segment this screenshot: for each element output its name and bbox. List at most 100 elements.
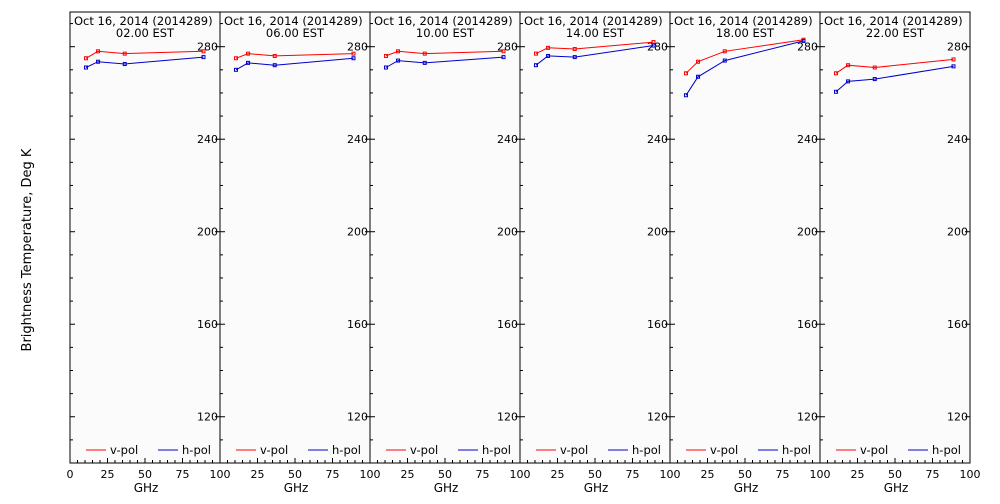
y-tick-label: 240 bbox=[497, 133, 518, 146]
data-point-h-pol bbox=[683, 93, 688, 98]
panel-subtitle: 18.00 EST bbox=[716, 26, 775, 40]
y-tick-label: 120 bbox=[347, 411, 368, 424]
data-point-h-pol bbox=[533, 63, 538, 68]
legend-label-v-pol: v-pol bbox=[110, 443, 138, 457]
x-tick-label: 50 bbox=[588, 468, 602, 481]
legend-label-h-pol: h-pol bbox=[482, 443, 511, 457]
chart-panel-2: Oct 16, 2014 (2014289)06.00 EST 120 160 200… bbox=[219, 11, 381, 495]
chart-panel-4: Oct 16, 2014 (2014289)14.00 EST 120 160 200… bbox=[519, 11, 681, 495]
chart-panel-1: Oct 16, 2014 (2014289)02.00 EST 120 160 200… bbox=[67, 11, 231, 495]
panel-subtitle: 14.00 EST bbox=[566, 26, 625, 40]
y-tick-label: 160 bbox=[647, 318, 668, 331]
y-tick-label: 200 bbox=[947, 226, 968, 239]
data-point-v-pol bbox=[422, 51, 427, 56]
x-tick-label: 50 bbox=[138, 468, 152, 481]
x-tick-label: 50 bbox=[888, 468, 902, 481]
data-point-h-pol bbox=[83, 65, 88, 70]
y-tick-label: 240 bbox=[197, 133, 218, 146]
x-tick-label: 75 bbox=[626, 468, 640, 481]
x-tick-label: 75 bbox=[776, 468, 790, 481]
x-axis-label: GHz bbox=[134, 481, 159, 495]
x-tick-label: 100 bbox=[210, 468, 231, 481]
y-tick-label: 120 bbox=[647, 411, 668, 424]
y-tick-label: 160 bbox=[947, 318, 968, 331]
y-tick-label: 160 bbox=[497, 318, 518, 331]
data-point-h-pol bbox=[233, 67, 238, 72]
y-tick-label: 240 bbox=[797, 133, 818, 146]
data-point-v-pol bbox=[122, 51, 127, 56]
y-tick-label: 240 bbox=[347, 133, 368, 146]
data-point-h-pol bbox=[572, 55, 577, 60]
series-line-h-pol bbox=[85, 56, 204, 68]
x-tick-label: 75 bbox=[326, 468, 340, 481]
panel-title: Oct 16, 2014 (2014289) bbox=[74, 14, 213, 28]
data-point-h-pol bbox=[501, 55, 506, 60]
data-point-h-pol bbox=[872, 77, 877, 82]
legend-label-h-pol: h-pol bbox=[632, 443, 661, 457]
legend-label-v-pol: v-pol bbox=[260, 443, 288, 457]
data-point-h-pol bbox=[396, 58, 401, 63]
data-point-h-pol bbox=[696, 74, 701, 79]
panel-subtitle: 10.00 EST bbox=[416, 26, 475, 40]
panel-subtitle: 06.00 EST bbox=[266, 26, 325, 40]
panel-subtitle: 02.00 EST bbox=[116, 26, 175, 40]
series-line-h-pol bbox=[535, 45, 654, 66]
chart-panel-6: Oct 16, 2014 (2014289)22.00 EST 120 160 200… bbox=[819, 11, 981, 495]
y-tick-label: 120 bbox=[947, 411, 968, 424]
data-point-v-pol bbox=[951, 57, 956, 62]
legend-label-v-pol: v-pol bbox=[410, 443, 438, 457]
x-axis-label: GHz bbox=[884, 481, 909, 495]
y-tick-label: 240 bbox=[647, 133, 668, 146]
data-point-v-pol bbox=[246, 51, 251, 56]
y-tick-label: 200 bbox=[647, 226, 668, 239]
x-tick-label: 75 bbox=[476, 468, 490, 481]
data-point-h-pol bbox=[651, 43, 656, 48]
chart-panel-3: Oct 16, 2014 (2014289)10.00 EST 120 160 200… bbox=[369, 11, 531, 495]
series-line-v-pol bbox=[385, 50, 504, 57]
data-point-v-pol bbox=[833, 71, 838, 76]
series-line-v-pol bbox=[535, 41, 654, 55]
data-point-v-pol bbox=[722, 49, 727, 54]
y-tick-label: 280 bbox=[347, 41, 368, 54]
series-line-v-pol bbox=[685, 39, 804, 74]
x-tick-label: 50 bbox=[738, 468, 752, 481]
x-tick-label: 50 bbox=[288, 468, 302, 481]
series-line-v-pol bbox=[235, 53, 354, 59]
data-point-h-pol bbox=[351, 56, 356, 61]
data-point-h-pol bbox=[846, 79, 851, 84]
panel-frame bbox=[819, 11, 971, 464]
x-tick-label: 100 bbox=[810, 468, 831, 481]
x-axis-label: GHz bbox=[734, 481, 759, 495]
series-line-v-pol bbox=[835, 58, 954, 74]
legend-label-h-pol: h-pol bbox=[182, 443, 211, 457]
data-point-v-pol bbox=[383, 53, 388, 58]
series-line-h-pol bbox=[685, 40, 804, 96]
data-point-h-pol bbox=[833, 89, 838, 94]
data-point-v-pol bbox=[351, 51, 356, 56]
y-tick-label: 200 bbox=[197, 226, 218, 239]
panel-title: Oct 16, 2014 (2014289) bbox=[524, 14, 663, 28]
data-point-h-pol bbox=[201, 55, 206, 60]
series-line-v-pol bbox=[85, 50, 204, 59]
x-tick-label: 50 bbox=[438, 468, 452, 481]
panel-title: Oct 16, 2014 (2014289) bbox=[374, 14, 513, 28]
y-tick-label: 200 bbox=[347, 226, 368, 239]
data-point-h-pol bbox=[722, 58, 727, 63]
chart-panel-5: Oct 16, 2014 (2014289)18.00 EST 120 160 200… bbox=[669, 11, 831, 495]
x-tick-label: 100 bbox=[960, 468, 981, 481]
y-tick-label: 280 bbox=[947, 41, 968, 54]
legend-label-v-pol: v-pol bbox=[860, 443, 888, 457]
data-point-v-pol bbox=[546, 45, 551, 50]
x-tick-label: 100 bbox=[660, 468, 681, 481]
panel-frame bbox=[369, 11, 521, 464]
y-tick-label: 200 bbox=[797, 226, 818, 239]
panel-title: Oct 16, 2014 (2014289) bbox=[224, 14, 363, 28]
data-point-h-pol bbox=[546, 53, 551, 58]
x-tick-label: 25 bbox=[401, 468, 415, 481]
series-line-h-pol bbox=[235, 57, 354, 71]
panel-frame bbox=[519, 11, 671, 464]
legend-label-h-pol: h-pol bbox=[332, 443, 361, 457]
y-tick-label: 200 bbox=[497, 226, 518, 239]
legend-label-h-pol: h-pol bbox=[932, 443, 961, 457]
